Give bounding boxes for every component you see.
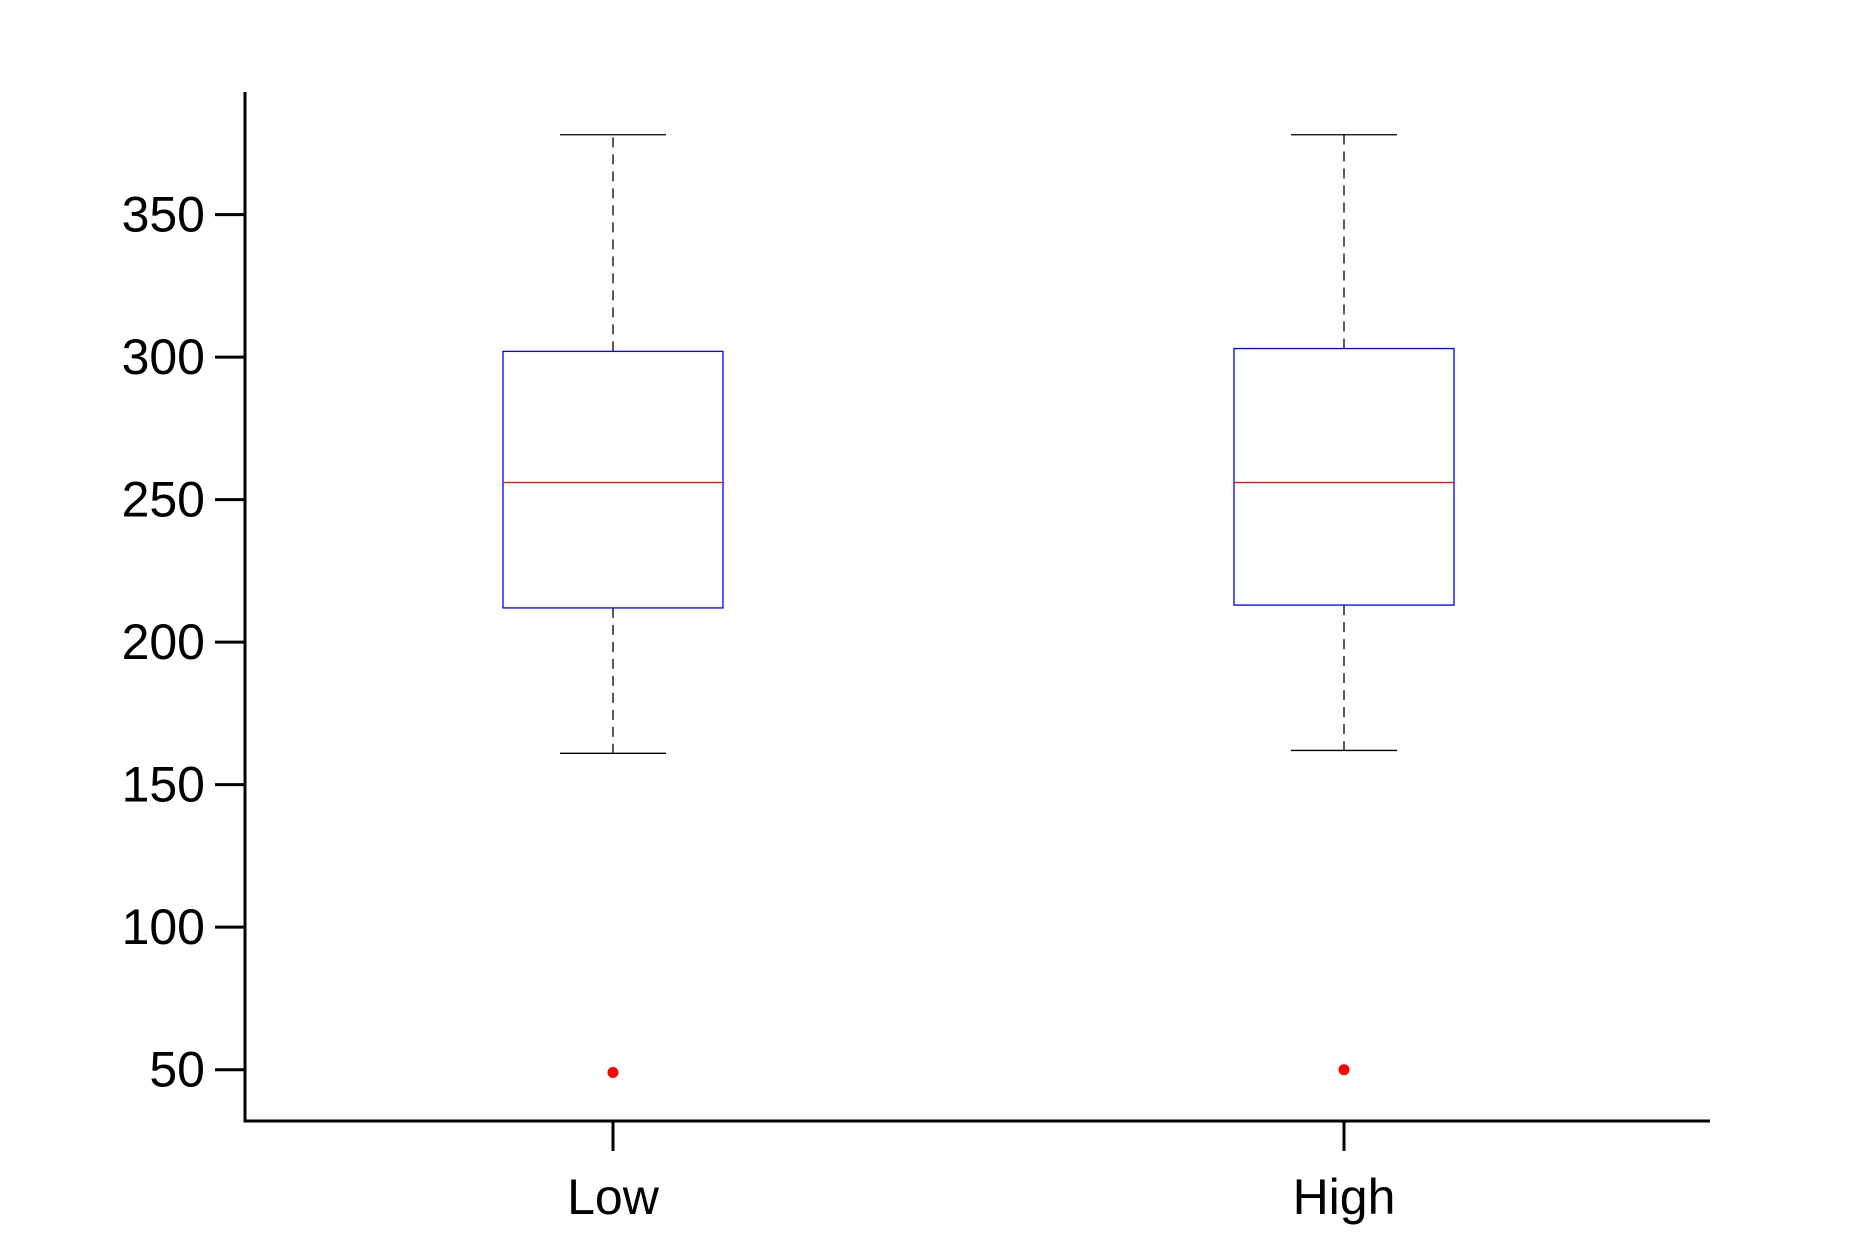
y-ticks: 50 100 150 200 250 300 350 xyxy=(122,187,245,1098)
iqr-box xyxy=(1233,347,1455,606)
iqr-box xyxy=(502,350,724,609)
x-ticks: Low High xyxy=(567,1121,1395,1225)
boxes xyxy=(502,134,1455,1079)
y-tick-label: 100 xyxy=(122,899,205,955)
x-tick-label: High xyxy=(1293,1169,1396,1225)
box-low xyxy=(502,134,724,1079)
y-tick-label: 300 xyxy=(122,329,205,385)
y-tick-label: 350 xyxy=(122,187,205,243)
axes: 50 100 150 200 250 300 350 Low High xyxy=(122,92,1710,1225)
y-tick-label: 50 xyxy=(149,1042,205,1098)
x-tick-label: Low xyxy=(567,1169,660,1225)
outlier-point xyxy=(607,1067,619,1079)
outlier-point xyxy=(1338,1064,1350,1076)
y-tick-label: 150 xyxy=(122,757,205,813)
y-tick-label: 250 xyxy=(122,472,205,528)
y-tick-label: 200 xyxy=(122,614,205,670)
box-high xyxy=(1233,134,1455,1076)
